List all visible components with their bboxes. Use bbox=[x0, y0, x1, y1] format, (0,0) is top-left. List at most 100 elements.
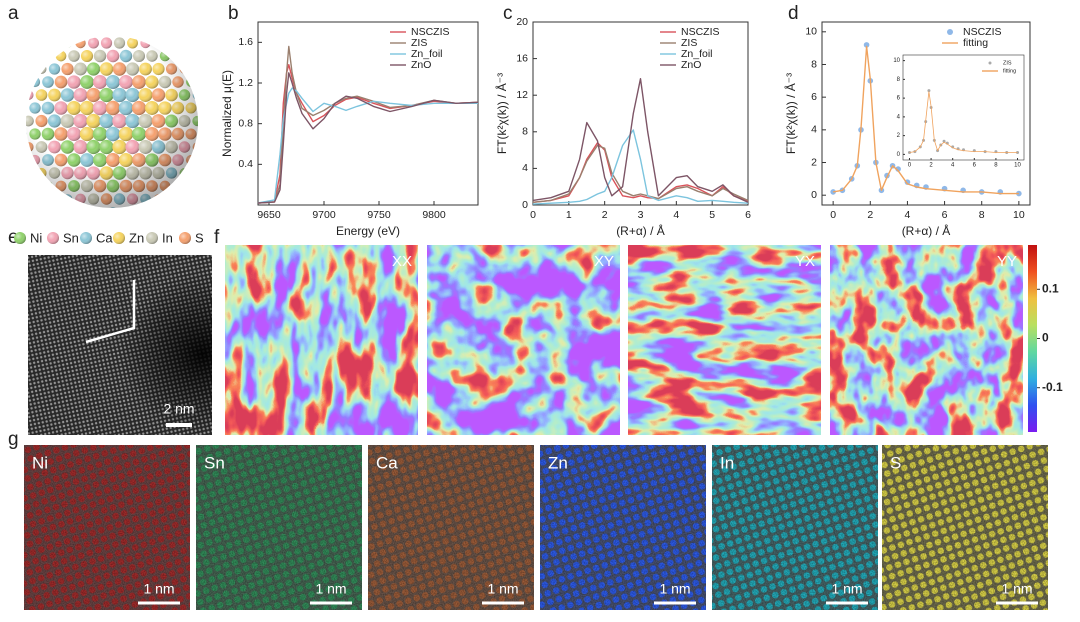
x-tick-label: 9700 bbox=[312, 209, 336, 221]
x-tick-label: 5 bbox=[709, 209, 715, 221]
x-tick-label: 3 bbox=[638, 209, 644, 221]
y-tick-label: 1.6 bbox=[238, 36, 253, 48]
data-point bbox=[927, 89, 931, 93]
data-line bbox=[832, 45, 1019, 195]
data-line bbox=[532, 78, 749, 203]
scale-bar-label: 1 nm bbox=[315, 581, 346, 597]
legend-label: Zn_foil bbox=[681, 48, 713, 60]
legend-label: NSCZIS bbox=[411, 26, 450, 38]
panel-label: b bbox=[228, 3, 239, 24]
sphere-shade bbox=[26, 36, 198, 208]
legend-label: Ni bbox=[30, 230, 42, 245]
legend-label: Ca bbox=[96, 230, 113, 245]
y-tick-label: 12 bbox=[516, 89, 528, 101]
x-tick-label: 0 bbox=[530, 209, 536, 221]
y-tick-label: 16 bbox=[516, 52, 528, 64]
strain-map-label: XX bbox=[392, 253, 412, 270]
legend-label: ZnO bbox=[681, 59, 701, 71]
x-tick-label: 1 bbox=[566, 209, 572, 221]
panel-label: a bbox=[8, 3, 19, 24]
legend-label: ZIS bbox=[681, 37, 697, 49]
x-tick-label: 9800 bbox=[422, 209, 446, 221]
y-tick-label: 8 bbox=[811, 58, 817, 70]
y-tick-label: 10 bbox=[805, 26, 817, 38]
y-tick-label: 2 bbox=[811, 156, 817, 168]
scale-bar-label: 1 nm bbox=[1001, 581, 1032, 597]
y-tick-label: 6 bbox=[897, 96, 901, 102]
x-tick-label: 10 bbox=[1014, 163, 1021, 169]
y-tick-label: 0.4 bbox=[238, 158, 253, 170]
y-tick-label: 0 bbox=[811, 189, 817, 201]
x-tick-label: 2 bbox=[602, 209, 608, 221]
data-line bbox=[257, 87, 478, 204]
colorbar-tick-label: 0.1 bbox=[1042, 281, 1059, 295]
panel-label: g bbox=[8, 429, 19, 450]
data-line bbox=[532, 144, 749, 203]
legend-label: ZIS bbox=[1003, 60, 1012, 66]
data-line bbox=[257, 72, 479, 204]
strain-map bbox=[427, 245, 620, 435]
y-tick-label: 4 bbox=[811, 124, 817, 136]
data-line bbox=[909, 91, 1018, 153]
data-line bbox=[532, 129, 749, 205]
x-axis-label: (R+α) / Å bbox=[616, 223, 665, 238]
strain-map-label: XY bbox=[594, 253, 614, 270]
x-tick-label: 6 bbox=[745, 209, 751, 221]
strain-map bbox=[830, 245, 1023, 435]
scale-bar-label: 1 nm bbox=[487, 581, 518, 597]
x-tick-label: 2 bbox=[929, 163, 933, 169]
legend-label: NSCZIS bbox=[963, 26, 1002, 38]
y-tick-label: 2 bbox=[897, 133, 901, 139]
legend-label: ZnO bbox=[411, 59, 431, 71]
atom bbox=[43, 51, 53, 61]
x-tick-label: 0 bbox=[908, 163, 912, 169]
y-tick-label: 0 bbox=[522, 199, 528, 211]
data-point bbox=[942, 139, 946, 143]
element-label: Ni bbox=[32, 453, 48, 472]
plot-frame bbox=[257, 21, 479, 206]
data-point bbox=[907, 151, 911, 154]
legend-marker bbox=[947, 29, 953, 35]
x-tick-label: 6 bbox=[973, 163, 977, 169]
y-tick-label: 1.2 bbox=[238, 77, 253, 89]
element-label: S bbox=[890, 453, 901, 472]
data-point bbox=[1016, 151, 1020, 154]
atom bbox=[121, 207, 131, 208]
strain-map-label: YX bbox=[795, 253, 815, 270]
x-tick-label: 9750 bbox=[367, 209, 391, 221]
legend-label: ZIS bbox=[411, 37, 427, 49]
x-tick-label: 4 bbox=[905, 209, 911, 221]
plot-frame bbox=[532, 21, 749, 206]
x-tick-label: 6 bbox=[942, 209, 948, 221]
y-tick-label: 0 bbox=[897, 152, 901, 158]
lattice-guide bbox=[85, 280, 136, 344]
x-tick-label: 4 bbox=[951, 163, 955, 169]
colorbar-tick-label: 0 bbox=[1042, 331, 1049, 345]
atom bbox=[173, 181, 183, 191]
scale-bar-label: 2 nm bbox=[163, 401, 194, 417]
atom bbox=[108, 207, 118, 208]
colorbar bbox=[1028, 245, 1037, 432]
legend-label: Zn bbox=[129, 230, 144, 245]
x-tick-label: 2 bbox=[867, 209, 873, 221]
scale-bar-label: 1 nm bbox=[659, 581, 690, 597]
data-point bbox=[863, 42, 870, 48]
atom bbox=[62, 38, 73, 48]
legend-label: NSCZIS bbox=[681, 26, 720, 38]
element-label: Sn bbox=[204, 453, 225, 472]
y-tick-label: 8 bbox=[897, 77, 901, 83]
data-point bbox=[895, 166, 901, 172]
y-axis-label: Normalized μ(E) bbox=[220, 70, 234, 157]
colorbar-tick-label: -0.1 bbox=[1042, 380, 1063, 394]
element-label: In bbox=[720, 453, 734, 472]
x-tick-label: 8 bbox=[979, 209, 985, 221]
legend-label: fitting bbox=[963, 37, 988, 49]
legend-label: Zn_foil bbox=[411, 48, 443, 60]
inset-frame bbox=[902, 54, 1025, 161]
x-tick-label: 0 bbox=[830, 209, 836, 221]
legend-label: S bbox=[195, 230, 204, 245]
y-tick-label: 4 bbox=[897, 114, 901, 120]
y-axis-label: FT(k²χ(k)) / Å⁻³ bbox=[494, 73, 509, 154]
atom bbox=[26, 129, 27, 139]
